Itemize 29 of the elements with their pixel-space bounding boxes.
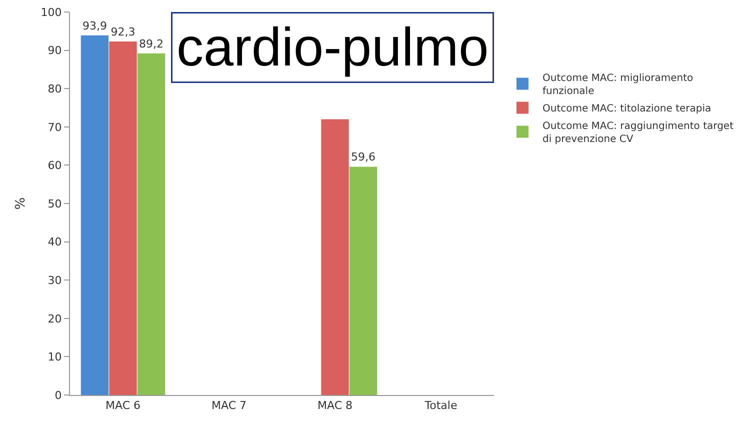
bar (321, 119, 349, 395)
data-label: 59,6 (351, 150, 376, 164)
y-tick-label: 80 (48, 82, 62, 96)
x-tick-label: MAC 6 (106, 399, 140, 412)
y-tick-label: 70 (48, 120, 62, 134)
legend-label: Outcome MAC: raggiungimento target di prevenzione CV (542, 121, 734, 146)
y-tick-label: 40 (48, 236, 62, 249)
x-tick-label: Totale (424, 399, 458, 412)
y-tick-label: 10 (48, 350, 62, 364)
y-axis-title: % (14, 197, 29, 210)
legend-label: Outcome MAC: titolazione terapia (542, 104, 712, 115)
y-tick-label: 60 (48, 159, 62, 172)
y-tick-label: 90 (48, 44, 62, 58)
annotation: cardio-pulmo (176, 18, 489, 78)
y-tick-label: 100 (40, 6, 62, 19)
bar (349, 166, 378, 395)
data-label: 92,3 (110, 25, 136, 38)
data-label: 93,9 (82, 19, 107, 32)
y-tick-label: 50 (48, 197, 62, 210)
y-tick-label: 20 (48, 312, 62, 326)
y-tick-label: 0 (54, 388, 62, 402)
x-tick-label: MAC 7 (212, 399, 246, 412)
legend-label: Outcome MAC: miglioramento funzionale (542, 73, 694, 98)
data-label: 89,2 (139, 37, 164, 50)
y-tick-label: 30 (48, 274, 62, 287)
bar (80, 35, 109, 395)
bar (137, 53, 166, 395)
bar (109, 41, 137, 395)
x-tick-label: MAC 8 (318, 399, 352, 412)
